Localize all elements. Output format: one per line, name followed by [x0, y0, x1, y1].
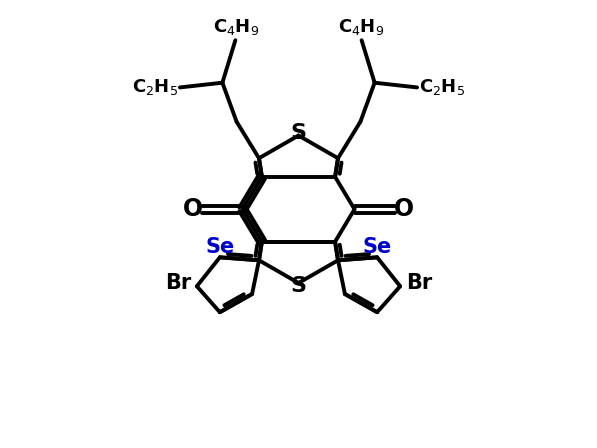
Text: Br: Br — [406, 273, 432, 293]
Text: Se: Se — [205, 237, 235, 257]
Text: S: S — [291, 276, 306, 296]
Text: C$_4$H$_9$: C$_4$H$_9$ — [213, 17, 259, 37]
Text: O: O — [394, 197, 414, 221]
Text: C$_2$H$_5$: C$_2$H$_5$ — [132, 78, 178, 97]
Text: Se: Se — [362, 237, 392, 257]
Text: Br: Br — [165, 273, 191, 293]
Text: C$_2$H$_5$: C$_2$H$_5$ — [419, 78, 465, 97]
Text: S: S — [291, 123, 306, 142]
Text: O: O — [183, 197, 203, 221]
Text: C$_4$H$_9$: C$_4$H$_9$ — [338, 17, 384, 37]
